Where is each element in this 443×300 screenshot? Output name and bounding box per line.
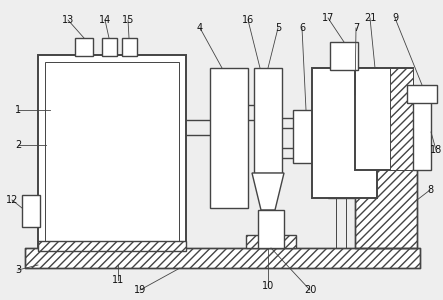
Text: 18: 18 <box>430 145 442 155</box>
Bar <box>38 55 186 248</box>
Bar <box>355 168 417 248</box>
Bar <box>312 68 377 198</box>
Text: 2: 2 <box>15 140 21 150</box>
Text: 10: 10 <box>262 281 274 291</box>
Text: 6: 6 <box>299 23 305 33</box>
Bar <box>75 38 93 56</box>
Bar <box>246 235 296 248</box>
Text: 8: 8 <box>427 185 433 195</box>
Text: 1: 1 <box>15 105 21 115</box>
Text: 11: 11 <box>112 275 124 285</box>
Bar <box>45 62 179 241</box>
Bar <box>258 210 284 248</box>
Bar <box>102 38 117 56</box>
Bar <box>293 110 319 163</box>
Bar <box>407 85 437 103</box>
Bar <box>122 38 137 56</box>
Bar <box>22 195 40 227</box>
Bar <box>25 248 420 268</box>
Bar <box>210 68 248 208</box>
Text: 3: 3 <box>15 265 21 275</box>
Text: 7: 7 <box>353 23 359 33</box>
Text: 19: 19 <box>134 285 146 295</box>
Bar <box>330 42 358 70</box>
Bar <box>355 68 413 170</box>
Bar <box>38 241 186 251</box>
Text: 13: 13 <box>62 15 74 25</box>
Bar <box>413 95 431 170</box>
Text: 12: 12 <box>6 195 18 205</box>
Text: 5: 5 <box>275 23 281 33</box>
Polygon shape <box>252 173 284 210</box>
Text: 4: 4 <box>197 23 203 33</box>
Text: 15: 15 <box>122 15 134 25</box>
Text: 9: 9 <box>392 13 398 23</box>
Bar <box>390 68 413 170</box>
Text: 16: 16 <box>242 15 254 25</box>
Bar <box>254 68 282 173</box>
Text: 21: 21 <box>364 13 376 23</box>
Text: 14: 14 <box>99 15 111 25</box>
Text: 17: 17 <box>322 13 334 23</box>
Text: 20: 20 <box>304 285 316 295</box>
